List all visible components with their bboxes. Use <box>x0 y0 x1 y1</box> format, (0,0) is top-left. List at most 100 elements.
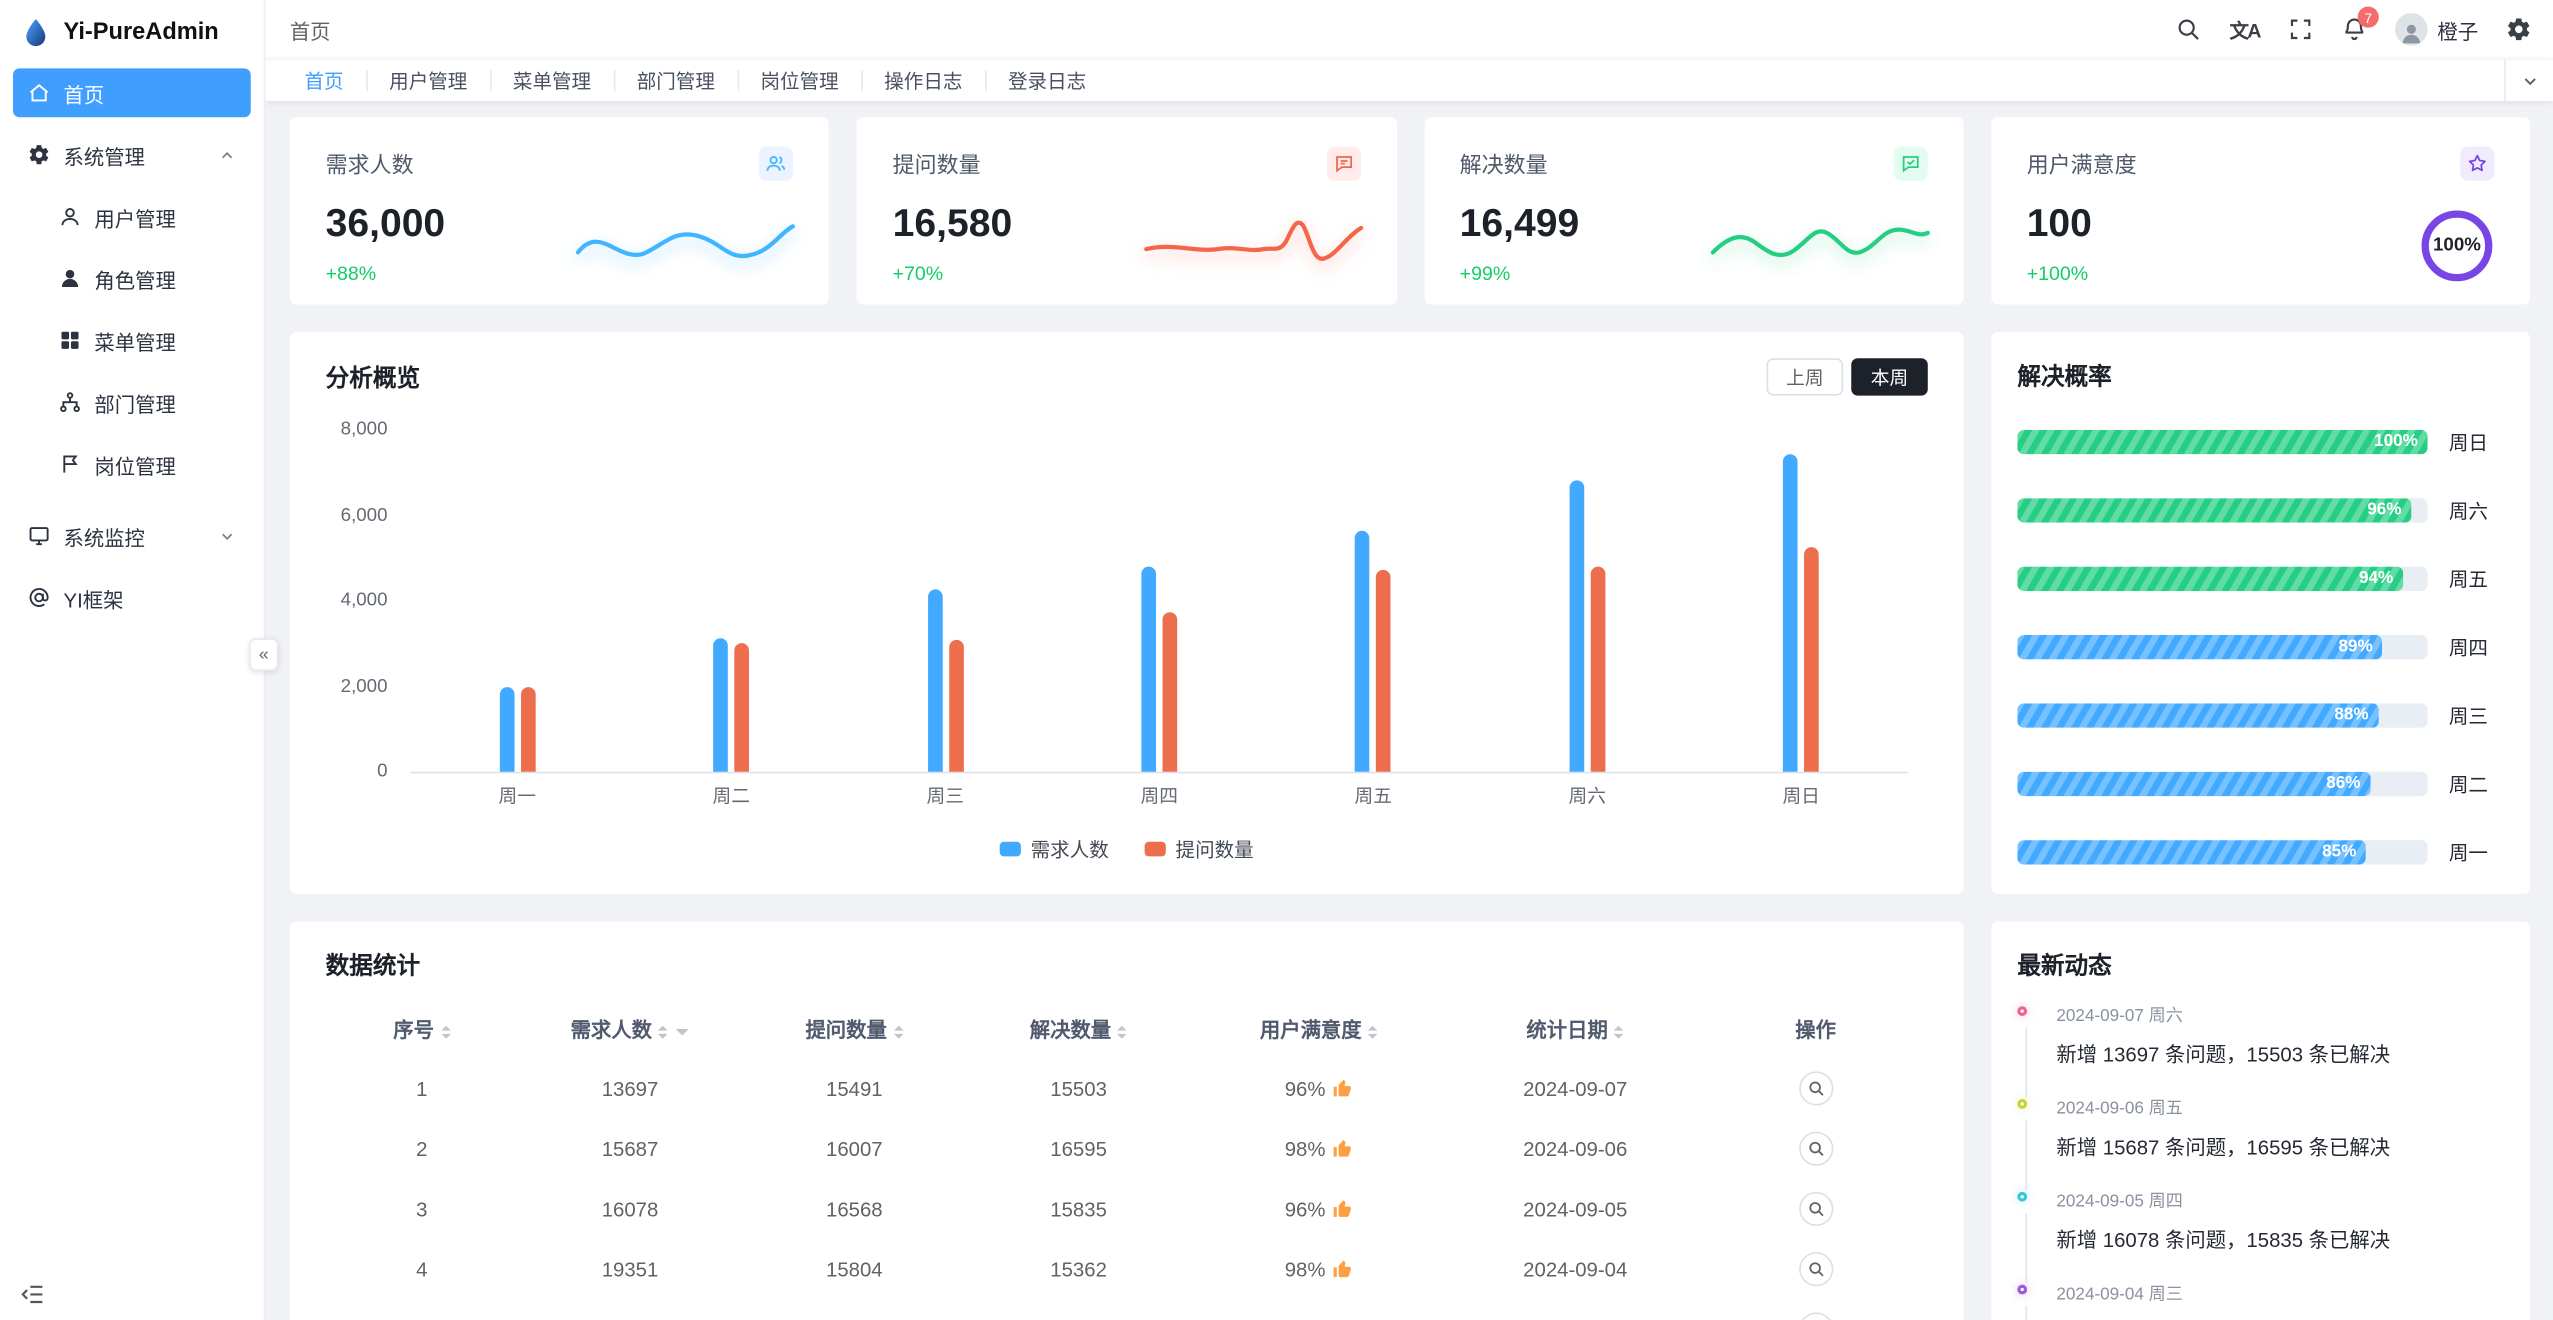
translate-icon[interactable]: 文A <box>2229 18 2262 42</box>
menu-fold-icon[interactable] <box>20 1281 46 1307</box>
sidebar-item-label: 岗位管理 <box>94 455 176 478</box>
monitor-icon <box>29 527 49 546</box>
cell-question: 16568 <box>826 1197 883 1221</box>
rate-track: 86% <box>2017 770 2428 796</box>
tabs-dropdown-button[interactable] <box>2504 60 2553 101</box>
rate-day-label: 周三 <box>2448 704 2488 727</box>
logo[interactable]: Yi-PureAdmin <box>0 0 264 65</box>
rate-track: 88% <box>2017 702 2428 727</box>
sidebar-item-monitor[interactable]: 系统监控 <box>13 511 251 560</box>
bar-需求人数-周二[interactable] <box>713 637 729 772</box>
solve-rate-card: 解决概率 100% 周日 96% 周六 94% 周五 89% 周四 88% 周三 86% 周二 85% 周… <box>1991 332 2531 894</box>
bar-需求人数-周四[interactable] <box>1141 565 1156 772</box>
view-detail-button[interactable] <box>1798 1131 1833 1166</box>
cell-resolve: 15503 <box>1050 1077 1107 1100</box>
column-header-需求人数[interactable]: 需求人数 <box>518 998 742 1058</box>
table-row: 2 15687 16007 16595 98% 2024-09-06 <box>326 1119 1928 1179</box>
column-header-用户满意度[interactable]: 用户满意度 <box>1191 998 1447 1058</box>
notification-bell[interactable]: 7 <box>2341 6 2379 42</box>
bar-提问数量-周五[interactable] <box>1376 569 1392 772</box>
rate-track: 100% <box>2017 429 2428 454</box>
rate-day-label: 周一 <box>2448 840 2488 864</box>
search-icon[interactable] <box>2176 16 2202 42</box>
rate-fill: 100% <box>2017 429 2428 454</box>
breadcrumb[interactable]: 首页 <box>289 20 331 44</box>
bar-提问数量-周二[interactable] <box>734 643 750 772</box>
sort-caret-icon[interactable] <box>1368 1020 1378 1043</box>
cell-satisfaction: 98% <box>1191 1119 1447 1179</box>
sidebar-item-system[interactable]: 系统管理 <box>13 130 251 179</box>
bar-需求人数-周六[interactable] <box>1569 479 1584 772</box>
last-week-button[interactable]: 上周 <box>1766 358 1844 396</box>
column-header-提问数量[interactable]: 提问数量 <box>742 998 966 1058</box>
sidebar-item-label: 用户管理 <box>94 207 176 231</box>
user-icon <box>61 208 79 226</box>
filter-dropdown-icon[interactable] <box>676 1028 690 1042</box>
stat-card-demand: 需求人数 36,000 +88% <box>289 117 830 305</box>
sort-caret-icon[interactable] <box>893 1020 904 1043</box>
bar-提问数量-周四[interactable] <box>1162 611 1178 772</box>
tab-岗位管理[interactable]: 岗位管理 <box>737 60 862 101</box>
card-title: 最新动态 <box>2017 954 2112 981</box>
rate-row-周日: 100% 周日 <box>2017 407 2504 475</box>
fullscreen-icon[interactable] <box>2288 16 2314 42</box>
view-detail-button[interactable] <box>1798 1252 1833 1287</box>
timeline-time: 2024-09-07 周六 <box>2056 1006 2183 1026</box>
cell-id: 1 <box>416 1077 428 1100</box>
chart-plot <box>410 431 1909 774</box>
sidebar-item-user-mgmt[interactable]: 用户管理 <box>13 192 251 241</box>
this-week-button[interactable]: 本周 <box>1851 358 1928 396</box>
rate-row-周四: 89% 周四 <box>2017 612 2504 680</box>
column-header-解决数量[interactable]: 解决数量 <box>966 998 1190 1058</box>
legend-提问数量[interactable]: 提问数量 <box>1144 835 1254 863</box>
bar-需求人数-周一[interactable] <box>499 686 515 772</box>
sidebar-collapse-button[interactable]: « <box>249 638 279 671</box>
legend-swatch <box>999 841 1021 857</box>
sidebar-item-role-mgmt[interactable]: 角色管理 <box>13 254 251 303</box>
sidebar-item-framework[interactable]: YI框架 <box>13 573 251 622</box>
rate-fill: 88% <box>2017 702 2379 727</box>
view-detail-button[interactable] <box>1798 1312 1833 1320</box>
bar-需求人数-周五[interactable] <box>1355 530 1370 772</box>
bar-提问数量-周日[interactable] <box>1804 546 1820 772</box>
solve-rate-list: 100% 周日 96% 周六 94% 周五 89% 周四 88% 周三 86% 周二 85% 周一 <box>2017 407 2504 886</box>
sidebar-item-home[interactable]: 首页 <box>13 68 251 118</box>
sidebar-item-dept-mgmt[interactable]: 部门管理 <box>13 378 251 427</box>
view-detail-button[interactable] <box>1798 1071 1833 1106</box>
column-header-统计日期[interactable]: 统计日期 <box>1447 998 1703 1058</box>
bar-提问数量-周一[interactable] <box>520 686 536 772</box>
rate-fill: 89% <box>2017 634 2383 659</box>
tab-菜单管理[interactable]: 菜单管理 <box>490 60 614 101</box>
tab-首页[interactable]: 首页 <box>304 70 344 93</box>
view-detail-button[interactable] <box>1798 1191 1833 1227</box>
username: 橙子 <box>2437 20 2479 44</box>
bar-需求人数-周三[interactable] <box>927 590 942 772</box>
tab-登录日志[interactable]: 登录日志 <box>985 60 1109 101</box>
bar-需求人数-周日[interactable] <box>1783 454 1798 772</box>
cell-resolve: 16595 <box>1050 1137 1107 1161</box>
sidebar-item-post-mgmt[interactable]: 岗位管理 <box>13 440 251 489</box>
tab-操作日志[interactable]: 操作日志 <box>861 60 985 101</box>
user-menu[interactable]: 橙子 <box>2395 13 2478 46</box>
column-header-序号[interactable]: 序号 <box>326 998 518 1058</box>
sidebar-item-menu-mgmt[interactable]: 菜单管理 <box>13 316 251 365</box>
sidebar-item-label: 角色管理 <box>94 269 176 293</box>
ring-label: 100% <box>2432 236 2481 256</box>
legend-需求人数[interactable]: 需求人数 <box>999 835 1109 863</box>
sort-caret-icon[interactable] <box>1117 1020 1128 1043</box>
latest-news-card: 最新动态 2024-09-07 周六 新增 13697 条问题，15503 条已解… <box>1991 921 2531 1320</box>
y-tick: 6,000 <box>340 505 388 526</box>
settings-gear-icon[interactable] <box>2506 16 2532 42</box>
sort-caret-icon[interactable] <box>658 1020 669 1043</box>
bar-提问数量-周三[interactable] <box>948 639 964 772</box>
chevron-down-icon <box>222 532 233 540</box>
sort-caret-icon[interactable] <box>1614 1020 1625 1043</box>
stat-title: 需求人数 <box>325 153 414 178</box>
x-label-周二: 周二 <box>712 788 750 808</box>
tab-部门管理[interactable]: 部门管理 <box>613 60 738 101</box>
cell-date: 2024-09-06 <box>1523 1137 1628 1161</box>
tab-用户管理[interactable]: 用户管理 <box>366 60 490 101</box>
sort-caret-icon[interactable] <box>440 1020 451 1043</box>
bar-提问数量-周六[interactable] <box>1590 565 1606 772</box>
